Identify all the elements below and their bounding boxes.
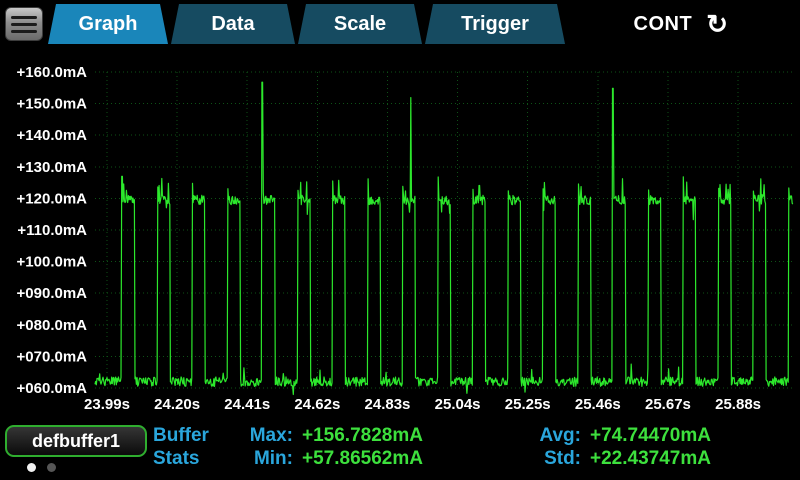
page-dot-active <box>27 463 36 472</box>
y-axis-tick-label: +060.0mA <box>17 380 88 397</box>
hamburger-menu-icon <box>11 15 37 33</box>
stat-min-value: +57.86562mA <box>302 447 423 469</box>
stat-max-value: +156.7828mA <box>302 424 423 446</box>
tab-data[interactable]: Data <box>171 4 295 44</box>
x-axis-tick-label: 25.67s <box>645 396 691 413</box>
y-axis-tick-label: +160.0mA <box>17 64 88 81</box>
y-axis-tick-label: +150.0mA <box>17 96 88 113</box>
x-axis-tick-label: 24.41s <box>224 396 270 413</box>
waveform-plot: +160.0mA +150.0mA +140.0mA +130.0mA +120.0mA… <box>17 64 794 413</box>
tab-scale[interactable]: Scale <box>298 4 422 44</box>
page-dot-inactive <box>47 463 56 472</box>
page-indicator <box>27 463 56 472</box>
y-axis-tick-label: +130.0mA <box>17 159 88 176</box>
y-axis-tick-label: +070.0mA <box>17 348 88 365</box>
stat-avg-value: +74.74470mA <box>590 424 711 446</box>
y-axis-tick-label: +110.0mA <box>17 222 87 239</box>
x-axis-tick-label: 24.83s <box>365 396 411 413</box>
stat-avg: Avg: +74.74470mA <box>531 425 711 447</box>
buffer-stats-title-line1: Buffer <box>153 425 209 446</box>
x-axis-tick-label: 24.62s <box>294 396 340 413</box>
y-axis-tick-label: +090.0mA <box>17 285 88 302</box>
buffer-select-button[interactable]: defbuffer1 <box>5 425 147 457</box>
buffer-stats-bar: defbuffer1 Buffer Stats Max: +156.7828mA … <box>0 422 800 480</box>
trigger-mode-button[interactable]: CONT ↻ <box>634 0 728 48</box>
tab-graph[interactable]: Graph <box>48 4 168 44</box>
buffer-stats-title-line2: Stats <box>153 448 200 469</box>
stat-max-label: Max: <box>249 424 293 446</box>
tab-trigger[interactable]: Trigger <box>425 4 565 44</box>
menu-button[interactable] <box>5 7 43 41</box>
stat-max: Max: +156.7828mA <box>243 425 531 447</box>
stat-min: Min: +57.86562mA <box>243 448 531 470</box>
buffer-stats: Max: +156.7828mA Avg: +74.74470mA Min: +57.… <box>243 424 711 470</box>
tab-bar: Graph Data Scale Trigger CONT ↻ <box>0 0 800 48</box>
x-axis-tick-label: 23.99s <box>84 396 130 413</box>
graph-area[interactable]: +160.0mA +150.0mA +140.0mA +130.0mA +120.0mA… <box>0 48 800 422</box>
stat-avg-label: Avg: <box>539 424 581 446</box>
y-axis-tick-label: +120.0mA <box>17 190 88 207</box>
continuous-refresh-icon: ↻ <box>706 9 728 39</box>
stat-std-label: Std: <box>544 447 581 469</box>
y-axis-tick-label: +140.0mA <box>17 127 88 144</box>
stat-min-label: Min: <box>253 447 293 469</box>
x-axis-tick-label: 25.88s <box>715 396 761 413</box>
x-axis-tick-label: 25.46s <box>575 396 621 413</box>
stat-std: Std: +22.43747mA <box>531 448 711 470</box>
y-axis-tick-label: +100.0mA <box>17 254 88 271</box>
trigger-mode-label: CONT <box>633 12 693 35</box>
tab-strip: Graph Data Scale Trigger <box>48 4 565 44</box>
x-axis-tick-label: 25.25s <box>505 396 551 413</box>
current-trace <box>94 81 794 396</box>
x-axis-tick-label: 24.20s <box>154 396 200 413</box>
stat-std-value: +22.43747mA <box>590 447 711 469</box>
y-axis-tick-label: +080.0mA <box>17 317 88 334</box>
x-axis-tick-label: 25.04s <box>435 396 481 413</box>
buffer-stats-title: Buffer Stats <box>153 424 209 470</box>
